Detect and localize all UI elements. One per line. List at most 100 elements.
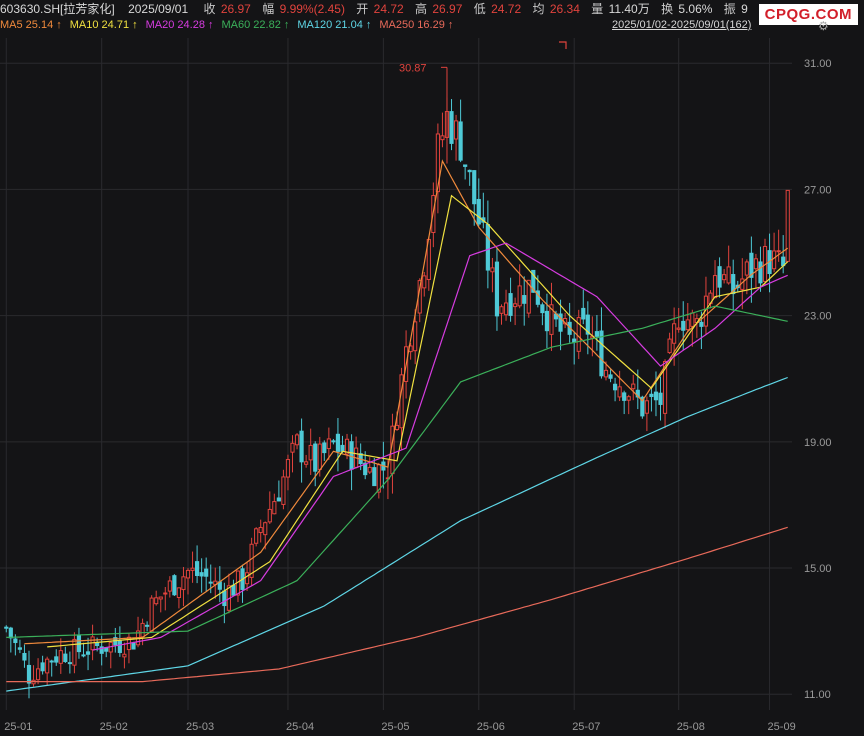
candle-body [95, 642, 100, 647]
candle-body [753, 258, 759, 270]
date-range-selector[interactable]: 2025/01/02-2025/09/01(162) [612, 19, 752, 31]
candle-body [208, 581, 213, 584]
candle-body [485, 223, 490, 271]
candle-body [394, 424, 400, 430]
candle-body [22, 652, 27, 661]
candle-body [776, 250, 781, 253]
candle-body [176, 587, 182, 599]
candle-body [662, 361, 668, 414]
candle-body [167, 580, 172, 592]
candle-body [313, 443, 318, 472]
x-tick-label: 25-09 [768, 721, 796, 733]
candle-body [85, 651, 91, 655]
candle-body [690, 312, 695, 327]
candle-body [467, 169, 472, 173]
candle-body [122, 653, 127, 658]
candle-body [258, 526, 263, 534]
candle-body [58, 650, 63, 664]
y-tick-label: 15.00 [804, 563, 832, 575]
symbol-name[interactable]: 603630.SH[拉芳家化] [0, 2, 115, 16]
candle-body [117, 640, 122, 653]
candle-body [344, 438, 350, 455]
candle-body [544, 310, 550, 332]
period-marker [559, 41, 567, 49]
candle-body [594, 331, 599, 337]
candle-body [254, 528, 259, 544]
candle-body [340, 444, 345, 452]
candle-body [263, 522, 268, 536]
candle-body [35, 668, 41, 681]
candle-body [299, 430, 304, 463]
candle-body [26, 664, 32, 684]
candle-body [308, 444, 313, 461]
candle-body [17, 647, 22, 650]
candle-body [140, 622, 145, 638]
quote-header: 603630.SH[拉芳家化] 2025/09/01 收 26.97 幅 9.9… [0, 0, 864, 18]
ma-legend-ma5: MA5 25.14 ↑ [0, 19, 62, 31]
candle-body [99, 646, 104, 654]
candle-body [772, 250, 777, 270]
candle-body [81, 654, 86, 657]
candle-body [154, 597, 159, 605]
open-value: 24.72 [373, 2, 404, 16]
candle-body [231, 584, 236, 596]
candle-body [4, 626, 9, 629]
y-tick-label: 27.00 [804, 184, 832, 196]
candle-body [476, 198, 481, 225]
ma-legend-ma20: MA20 24.28 ↑ [145, 19, 214, 31]
x-tick-label: 25-02 [100, 721, 128, 733]
gear-icon[interactable]: ⚙ [818, 19, 829, 33]
candle-body [244, 572, 250, 585]
candle-body [731, 274, 736, 295]
candle-body [363, 462, 368, 476]
y-tick-label: 11.00 [804, 689, 831, 701]
candle-body [531, 269, 536, 293]
y-tick-label: 31.00 [804, 58, 832, 70]
candle-body [490, 267, 495, 273]
candle-body [681, 320, 686, 331]
candle-body [8, 627, 13, 639]
candle-body [367, 466, 372, 473]
ma-line-ma60 [6, 305, 788, 638]
candle-body [540, 304, 545, 314]
turnover-value: 5.06% [678, 2, 713, 16]
candle-body [372, 467, 377, 487]
candle-body [785, 189, 790, 262]
high-value: 26.97 [432, 2, 463, 16]
volume-label: 量 [591, 2, 604, 16]
candle-body [644, 400, 649, 414]
candle-body [49, 660, 54, 663]
low-label: 低 [473, 2, 486, 16]
candle-body [508, 293, 513, 316]
ma-legend-ma10: MA10 24.71 ↑ [69, 19, 138, 31]
x-tick-label: 25-03 [186, 721, 214, 733]
candle-body [517, 285, 522, 307]
ma-legend-ma60: MA60 22.82 ↑ [221, 19, 290, 31]
candle-body [204, 568, 209, 577]
candle-body [522, 295, 527, 304]
candle-body [190, 567, 195, 571]
candle-body [622, 392, 627, 401]
ma-legend-ma120: MA120 21.04 ↑ [297, 19, 372, 31]
candle-body [285, 459, 291, 478]
candle-body [631, 383, 636, 390]
candle-body [440, 135, 445, 141]
candle-body [149, 597, 154, 632]
close-value: 26.97 [220, 2, 251, 16]
candle-body [331, 440, 336, 443]
x-tick-label: 25-04 [286, 721, 314, 733]
amplitude-value: 9 [741, 2, 748, 16]
candlestick-chart[interactable]: 11.00 15.00 19.00 23.00 27.00 31.00 25-01 25-02… [0, 34, 864, 736]
candle-body [749, 252, 754, 278]
x-tick-label: 25-05 [381, 721, 409, 733]
candle-body [145, 624, 150, 627]
ma-line-ma120 [6, 376, 788, 692]
candle-body [526, 279, 531, 314]
candle-body [558, 313, 563, 332]
candle-body [267, 508, 272, 523]
candle-body [45, 658, 50, 674]
candle-body [322, 442, 327, 454]
candle-body [63, 653, 68, 663]
candle-body [317, 443, 322, 470]
candle-body [599, 330, 604, 377]
